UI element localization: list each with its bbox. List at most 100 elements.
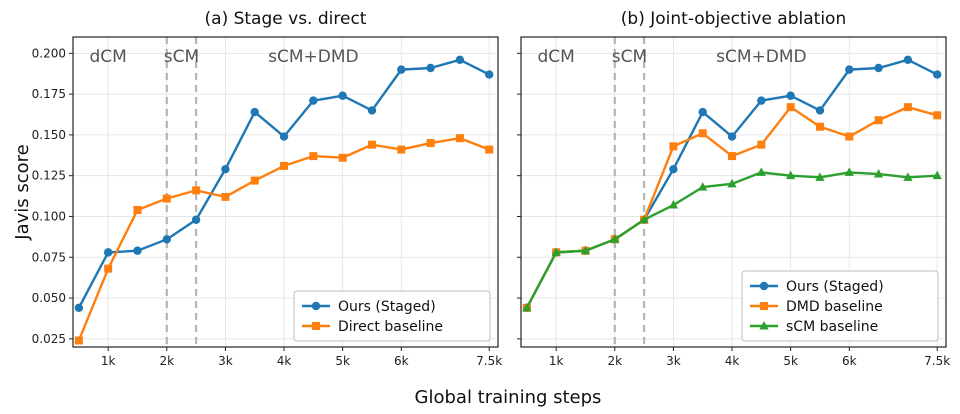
- data-point: [610, 234, 620, 243]
- data-point: [728, 152, 737, 161]
- phase-label-dcm: dCM: [90, 47, 127, 67]
- data-point: [192, 186, 201, 195]
- data-point: [426, 63, 435, 73]
- data-point: [933, 111, 942, 120]
- data-point: [727, 132, 737, 141]
- data-point: [485, 145, 494, 154]
- legend-marker: [311, 301, 321, 311]
- data-point: [133, 246, 142, 255]
- legend-marker: [312, 322, 320, 330]
- phase-label-scm: sCM: [612, 47, 647, 67]
- legend-marker: [759, 321, 769, 330]
- plot-frame: [72, 36, 499, 348]
- panel-a: dCM sCM sCM+DMD 1k 2k 3k 4k 5k 6k 7.5k 0.025 0.050 0…: [32, 9, 503, 368]
- phase-label-scm: sCM: [164, 47, 199, 67]
- data-point: [338, 153, 347, 162]
- data-point: [932, 170, 942, 180]
- data-point: [74, 336, 83, 345]
- y-tick-label: 0.200: [32, 46, 66, 60]
- data-point: [367, 106, 377, 115]
- legend-label: sCM baseline: [786, 319, 878, 335]
- data-point: [756, 167, 766, 176]
- x-axis-label: Global training steps: [415, 387, 602, 408]
- legend-marker: [759, 281, 769, 291]
- data-point: [338, 91, 347, 100]
- plot-frame: [520, 36, 947, 348]
- data-point: [309, 96, 318, 105]
- data-point: [397, 65, 406, 74]
- data-point: [485, 70, 494, 79]
- data-point: [250, 107, 259, 117]
- y-tick-label: 0.150: [32, 128, 66, 142]
- series-ours-staged: [74, 55, 494, 313]
- phase-label-scm-dmd: sCM+DMD: [716, 47, 807, 67]
- x-tick-label: 7.5k: [924, 354, 950, 368]
- data-point: [397, 145, 406, 154]
- data-point: [669, 142, 678, 151]
- series-scm-baseline: [522, 167, 942, 312]
- data-point: [162, 235, 171, 244]
- data-point: [873, 169, 884, 178]
- chart-title: (a) Stage vs. direct: [205, 9, 367, 29]
- phase-label-scm-dmd: sCM+DMD: [268, 47, 359, 67]
- data-point: [698, 182, 708, 191]
- data-point: [309, 152, 318, 161]
- y-tick-label: 0.125: [32, 169, 66, 183]
- data-point: [845, 132, 854, 141]
- data-point: [786, 103, 795, 112]
- legend-label: Ours (Staged): [786, 279, 884, 295]
- x-tick-label: 4k: [725, 354, 740, 368]
- data-point: [698, 107, 707, 117]
- data-point: [221, 164, 230, 174]
- x-tick-label: 5k: [783, 354, 798, 368]
- x-tick-label: 6k: [394, 354, 409, 368]
- x-tick-label: 6k: [842, 354, 857, 368]
- data-point: [133, 205, 142, 214]
- y-axis-label: Javis score: [12, 144, 33, 240]
- data-point: [815, 122, 824, 131]
- data-point: [874, 63, 883, 73]
- phase-label-dcm: dCM: [538, 47, 575, 67]
- panel-b: dCM sCM sCM+DMD 1k 2k 3k 4k 5k 6k 7.5k (b) Joint-o…: [517, 9, 950, 368]
- legend-label: Ours (Staged): [338, 299, 436, 315]
- data-point: [874, 116, 883, 125]
- series-direct-baseline: [74, 134, 494, 345]
- data-point: [250, 176, 259, 185]
- chart-title: (b) Joint-objective ablation: [621, 9, 846, 29]
- data-point: [522, 302, 532, 312]
- data-point: [786, 91, 795, 100]
- data-point: [786, 170, 796, 180]
- x-tick-label: 2k: [159, 354, 174, 368]
- data-point: [162, 194, 171, 203]
- data-point: [933, 70, 942, 79]
- data-point: [455, 55, 465, 65]
- x-tick-label: 1k: [549, 354, 564, 368]
- legend-box: [741, 270, 939, 342]
- y-tick-label: 0.175: [32, 87, 66, 101]
- data-point: [103, 248, 113, 257]
- data-point: [104, 264, 113, 273]
- legend: Ours (Staged) DMD baseline sCM baseline: [741, 270, 939, 342]
- y-tick-label: 0.025: [32, 332, 66, 346]
- legend-box: [293, 290, 491, 342]
- data-point: [280, 161, 289, 170]
- data-point: [279, 132, 289, 141]
- data-point: [580, 245, 591, 255]
- x-tick-label: 3k: [218, 354, 233, 368]
- data-point: [698, 129, 707, 138]
- legend-marker: [760, 302, 768, 310]
- x-tick-label: 5k: [335, 354, 350, 368]
- legend: Ours (Staged) Direct baseline: [293, 290, 491, 342]
- data-point: [903, 55, 913, 65]
- data-point: [845, 65, 854, 74]
- x-tick-label: 4k: [277, 354, 292, 368]
- data-point: [639, 214, 649, 224]
- data-point: [903, 172, 913, 181]
- data-point: [191, 215, 201, 224]
- data-point: [903, 103, 912, 112]
- y-tick-label: 0.050: [32, 291, 66, 305]
- data-point: [221, 192, 230, 201]
- data-point: [757, 96, 766, 105]
- x-tick-label: 1k: [101, 354, 116, 368]
